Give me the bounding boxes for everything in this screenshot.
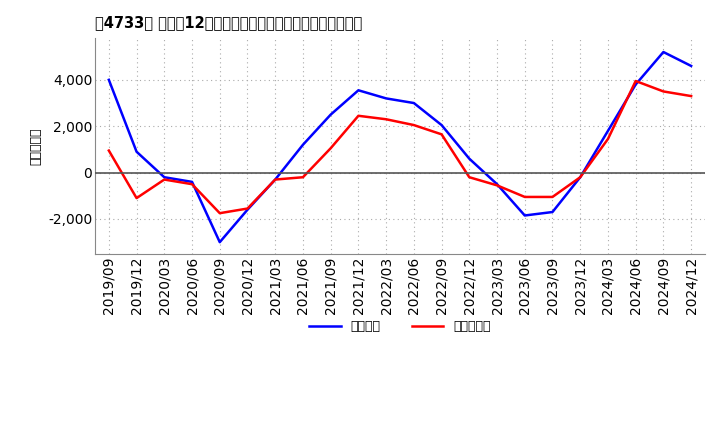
- 経常利益: [382, 96, 390, 101]
- 当期純利益: [188, 182, 197, 187]
- 経常利益: [631, 82, 640, 87]
- 当期純利益: [132, 195, 141, 201]
- 経常利益: [437, 122, 446, 128]
- 経常利益: [687, 63, 696, 69]
- 当期純利益: [104, 148, 113, 153]
- Legend: 経常利益, 当期純利益: 経常利益, 当期純利益: [305, 315, 495, 338]
- 当期純利益: [410, 122, 418, 128]
- 当期純利益: [576, 175, 585, 180]
- 経常利益: [410, 100, 418, 106]
- 当期純利益: [548, 194, 557, 200]
- 経常利益: [465, 156, 474, 161]
- Y-axis label: （百万円）: （百万円）: [30, 127, 42, 165]
- 経常利益: [299, 142, 307, 147]
- 当期純利益: [382, 117, 390, 122]
- 当期純利益: [492, 183, 501, 188]
- 経常利益: [603, 128, 612, 133]
- 経常利益: [243, 207, 252, 213]
- Line: 経常利益: 経常利益: [109, 52, 691, 242]
- 経常利益: [104, 77, 113, 82]
- 当期純利益: [271, 177, 279, 182]
- 当期純利益: [160, 177, 168, 182]
- 経常利益: [354, 88, 363, 93]
- 経常利益: [132, 149, 141, 154]
- 当期純利益: [215, 210, 224, 216]
- 当期純利益: [465, 175, 474, 180]
- Text: ［4733］ 利益だ12か月移動合計の対前年同期増減額の推移: ［4733］ 利益だ12か月移動合計の対前年同期増減額の推移: [95, 15, 362, 30]
- 当期純利益: [243, 206, 252, 211]
- 経常利益: [576, 175, 585, 180]
- 当期純利益: [326, 146, 335, 151]
- Line: 当期純利益: 当期純利益: [109, 81, 691, 213]
- 経常利益: [188, 179, 197, 184]
- 当期純利益: [659, 89, 667, 94]
- 当期純利益: [603, 136, 612, 142]
- 当期純利益: [631, 78, 640, 84]
- 当期純利益: [521, 194, 529, 200]
- 経常利益: [659, 49, 667, 55]
- 当期純利益: [437, 132, 446, 137]
- 経常利益: [215, 239, 224, 245]
- 経常利益: [271, 177, 279, 182]
- 当期純利益: [687, 93, 696, 99]
- 当期純利益: [354, 113, 363, 118]
- 当期純利益: [299, 175, 307, 180]
- 経常利益: [548, 209, 557, 215]
- 経常利益: [326, 112, 335, 117]
- 経常利益: [492, 182, 501, 187]
- 経常利益: [160, 175, 168, 180]
- 経常利益: [521, 213, 529, 218]
